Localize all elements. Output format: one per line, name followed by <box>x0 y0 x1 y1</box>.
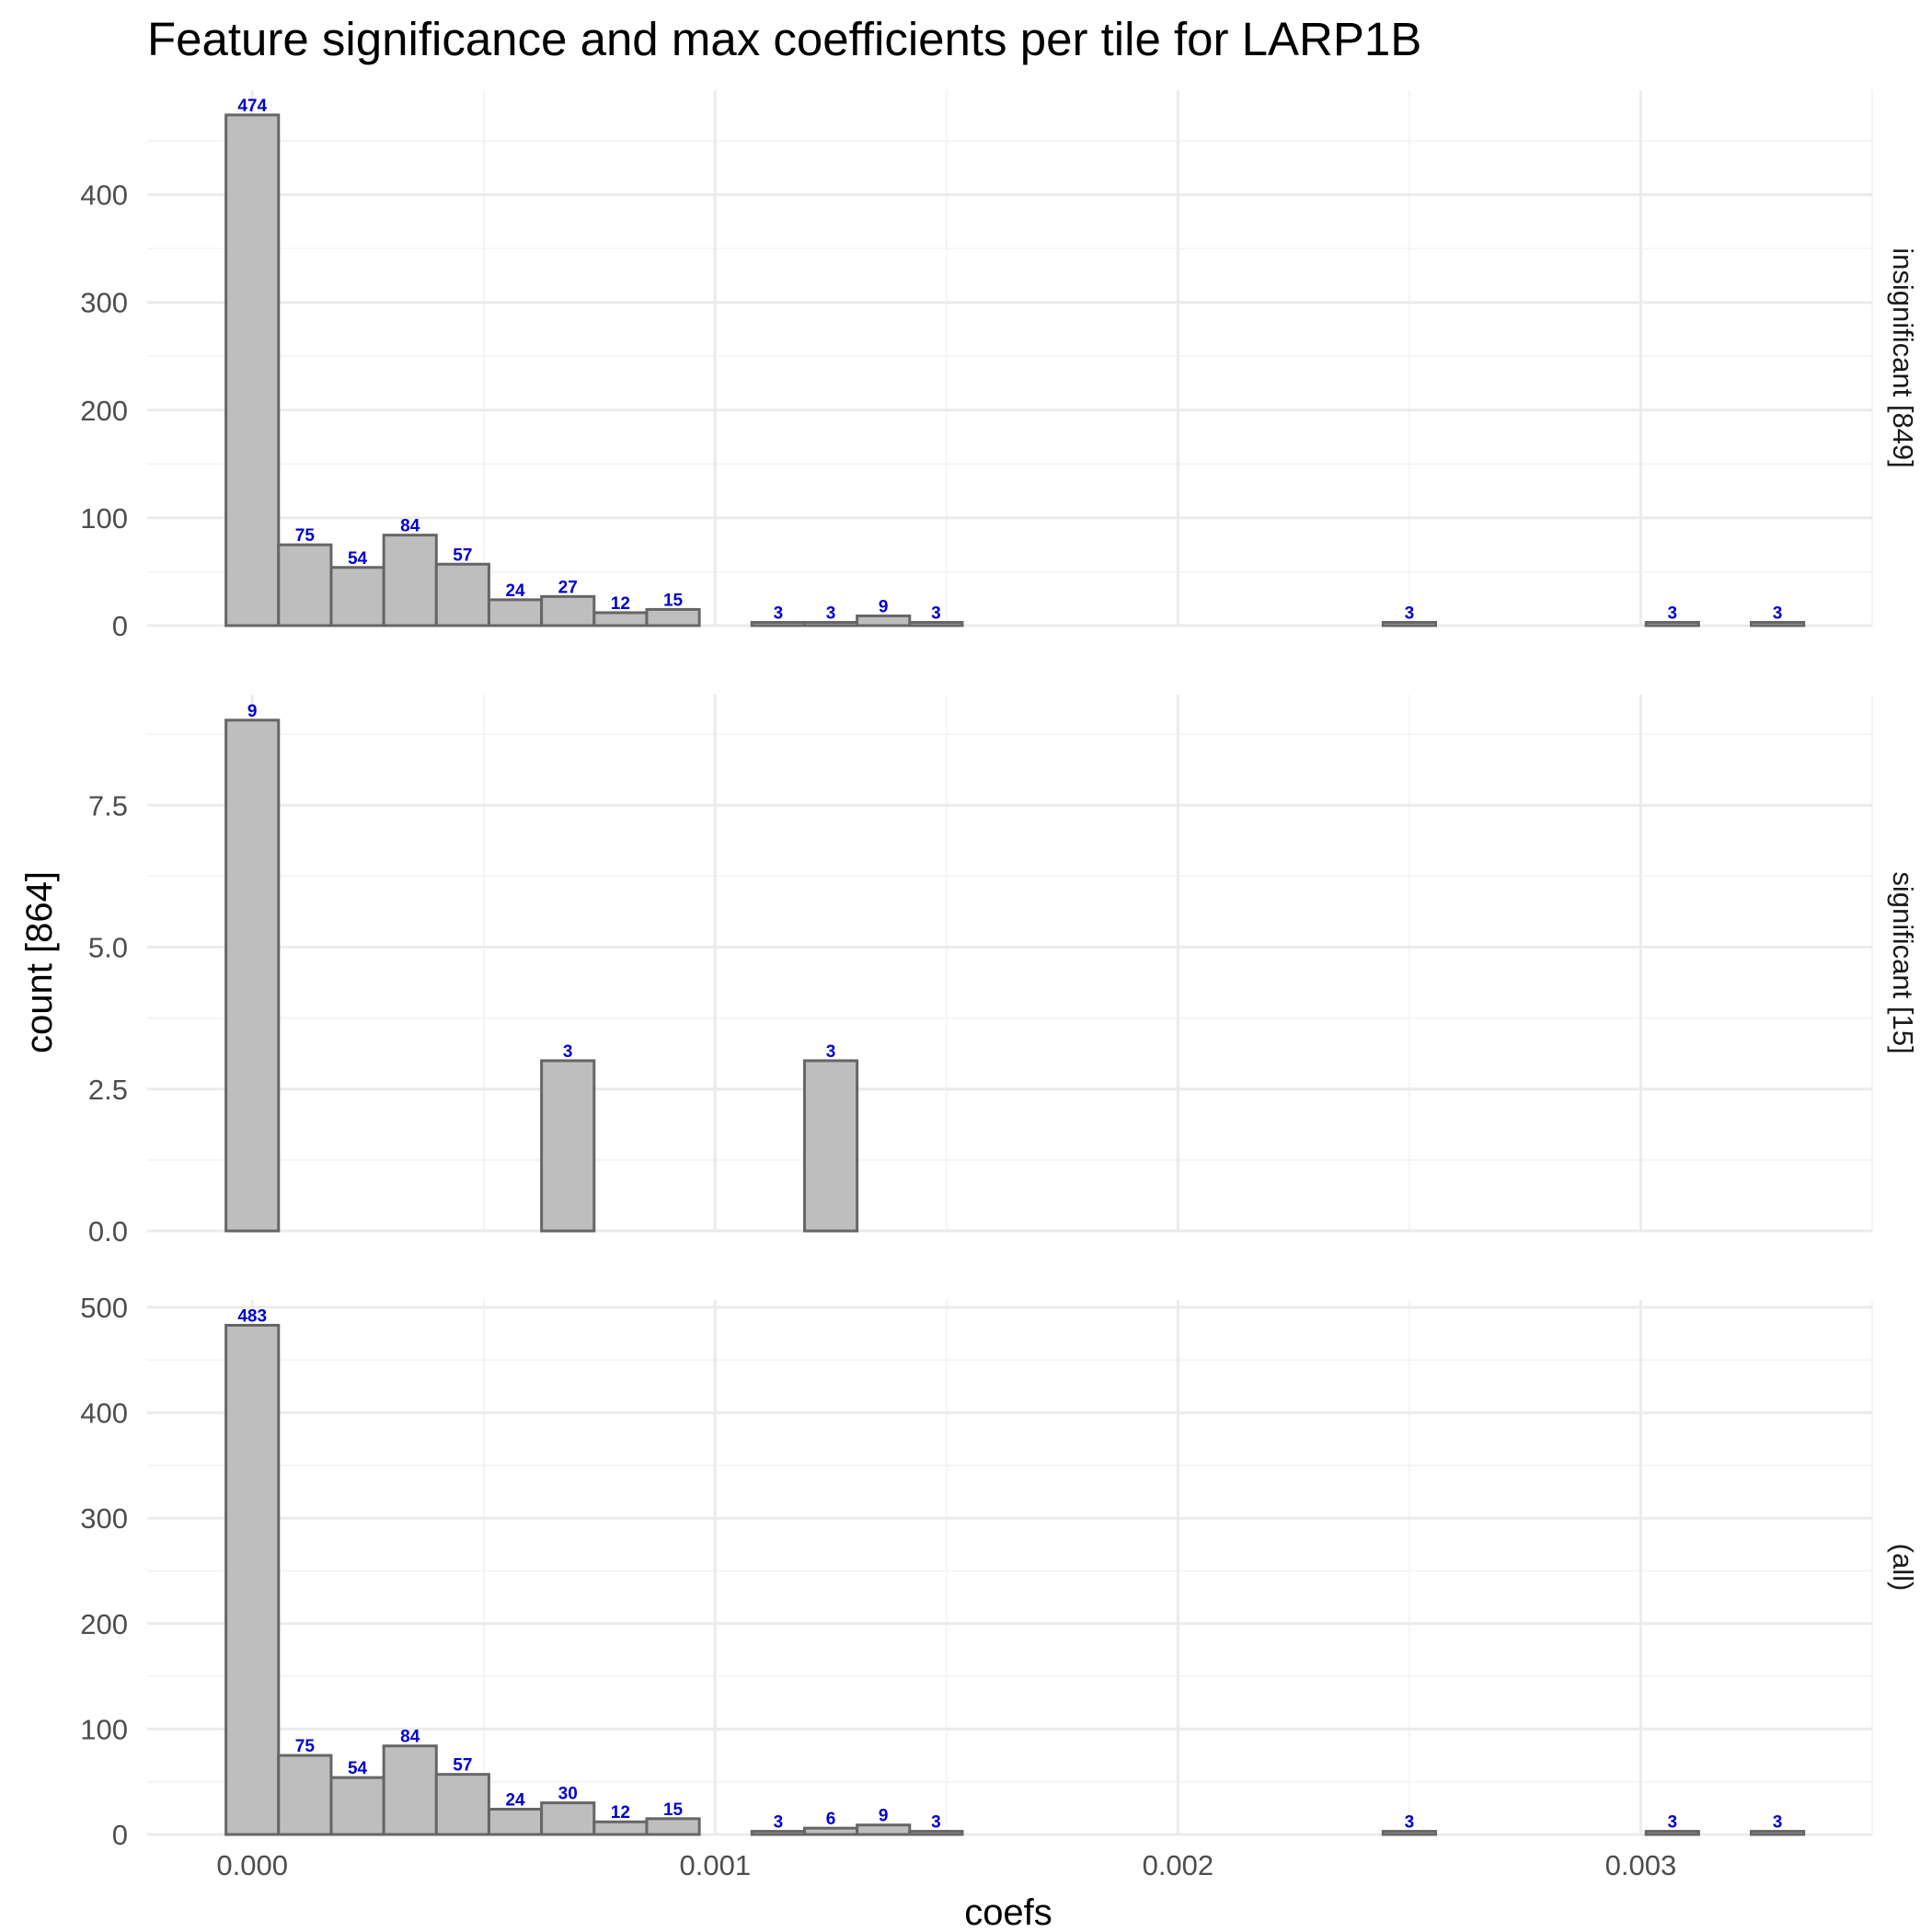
panel-2: 0.0 2.5 5.0 7.5 9 3 3 significant [15] <box>88 695 1919 1248</box>
bar-count-label: 75 <box>295 526 316 546</box>
bar-count-label: 24 <box>505 1790 525 1810</box>
histogram-bar <box>434 562 490 627</box>
bar-count-label: 84 <box>400 1728 420 1747</box>
bar-count-label: 24 <box>505 581 525 601</box>
bar-count-label: 30 <box>558 1785 578 1804</box>
histogram-bar <box>540 1059 596 1233</box>
bar-count-label: 9 <box>879 1807 889 1826</box>
histogram-bar <box>224 1324 281 1836</box>
histogram-bar <box>1644 1830 1700 1836</box>
facet-strip-label: significant [15] <box>1887 871 1919 1053</box>
histogram-bar <box>382 534 438 627</box>
y-tick-label: 2.5 <box>88 1074 128 1106</box>
chart-title: Feature significance and max coefficient… <box>147 13 1421 65</box>
bar-count-label: 57 <box>453 1756 472 1776</box>
y-tick-label: 400 <box>80 1397 128 1430</box>
y-tick-label: 300 <box>80 287 128 319</box>
histogram-bar <box>592 1820 649 1836</box>
x-tick-label: 0.000 <box>216 1849 288 1881</box>
bar-count-label: 3 <box>1405 604 1415 623</box>
bar-count-label: 3 <box>1773 604 1783 623</box>
x-axis: 0.000 0.001 0.002 0.003 <box>216 1849 1676 1881</box>
histogram-bar <box>856 614 912 627</box>
bar-count-label: 3 <box>1667 1813 1677 1833</box>
histogram-bar <box>592 611 649 627</box>
y-tick-label: 200 <box>80 395 128 427</box>
histogram-bar <box>645 1817 701 1836</box>
bar-count-label: 483 <box>237 1307 267 1327</box>
histogram-bar <box>487 1807 544 1836</box>
histogram-bar <box>908 1830 964 1836</box>
bar-count-label: 57 <box>453 546 472 565</box>
histogram-bar <box>645 607 701 627</box>
histogram-bar <box>1749 1830 1806 1836</box>
bar-count-label: 3 <box>931 604 941 623</box>
histogram-bar <box>908 620 964 627</box>
y-tick-label: 0 <box>112 610 128 642</box>
x-axis-title: coefs <box>964 1892 1052 1932</box>
histogram-bar <box>1381 1830 1437 1836</box>
bar-count-label: 3 <box>774 604 784 623</box>
panel-3: 0 100 200 300 400 500 483 75 54 84 57 24 30 12 15 3 6 9 3 3… <box>80 1292 1919 1851</box>
bar-count-label: 3 <box>826 604 836 623</box>
histogram-bar <box>1644 620 1700 627</box>
histogram-bar <box>540 594 596 627</box>
y-tick-label: 100 <box>80 1713 128 1745</box>
bar-count-label: 6 <box>826 1810 836 1829</box>
bar-count-label: 9 <box>879 597 889 616</box>
bar-count-label: 3 <box>774 1813 784 1833</box>
histogram-bar <box>802 1059 859 1233</box>
y-tick-label: 200 <box>80 1608 128 1640</box>
histogram-bar <box>487 598 544 627</box>
histogram-bar <box>329 1776 385 1836</box>
x-tick-label: 0.003 <box>1605 1849 1677 1881</box>
bar-count-label: 3 <box>931 1813 941 1833</box>
y-tick-label: 100 <box>80 502 128 535</box>
y-tick-label: 7.5 <box>88 789 128 822</box>
bar-count-label: 75 <box>295 1737 316 1756</box>
histogram-bar <box>277 543 333 627</box>
bar-count-label: 3 <box>826 1042 836 1062</box>
histogram-bar <box>540 1801 596 1836</box>
y-axis-title: count [864] <box>19 871 60 1053</box>
bar-count-label: 15 <box>663 1800 684 1820</box>
bar-count-label: 9 <box>247 702 258 721</box>
y-tick-label: 400 <box>80 179 128 212</box>
y-tick-label: 500 <box>80 1292 128 1324</box>
facet-strip-label: (all) <box>1887 1544 1919 1592</box>
y-tick-label: 0 <box>112 1819 128 1851</box>
x-tick-label: 0.001 <box>679 1849 751 1881</box>
y-tick-label: 5.0 <box>88 932 128 964</box>
panel-1: 0 100 200 300 400 474 75 54 84 57 24 27 12 15 3 3 9 3 3 3 3 i… <box>80 90 1919 642</box>
histogram-bar <box>1381 620 1437 627</box>
histogram-bar <box>382 1744 438 1836</box>
bar-count-label: 3 <box>1405 1813 1415 1833</box>
histogram-bar <box>1749 620 1806 627</box>
bar-count-label: 12 <box>611 594 630 614</box>
facet-strip-label: insignificant [849] <box>1887 247 1919 468</box>
bar-count-label: 15 <box>663 591 684 610</box>
bar-count-label: 3 <box>1667 604 1677 623</box>
y-tick-label: 300 <box>80 1502 128 1535</box>
bar-count-label: 54 <box>348 1759 368 1778</box>
x-tick-label: 0.002 <box>1143 1849 1214 1881</box>
histogram-bar <box>329 566 385 627</box>
bar-count-label: 12 <box>611 1803 630 1823</box>
histogram-bar <box>277 1754 333 1836</box>
bar-count-label: 54 <box>348 549 368 569</box>
histogram-bar <box>224 113 281 627</box>
histogram-bar <box>224 719 281 1233</box>
histogram-bar <box>802 1826 859 1836</box>
histogram-bar <box>856 1823 912 1836</box>
bar-count-label: 27 <box>558 578 578 597</box>
bar-count-label: 474 <box>237 97 267 116</box>
bar-count-label: 3 <box>1773 1813 1783 1833</box>
histogram-bar <box>434 1773 490 1836</box>
y-tick-label: 0.0 <box>88 1215 128 1248</box>
bar-count-label: 3 <box>563 1042 573 1062</box>
bar-count-label: 84 <box>400 517 420 536</box>
